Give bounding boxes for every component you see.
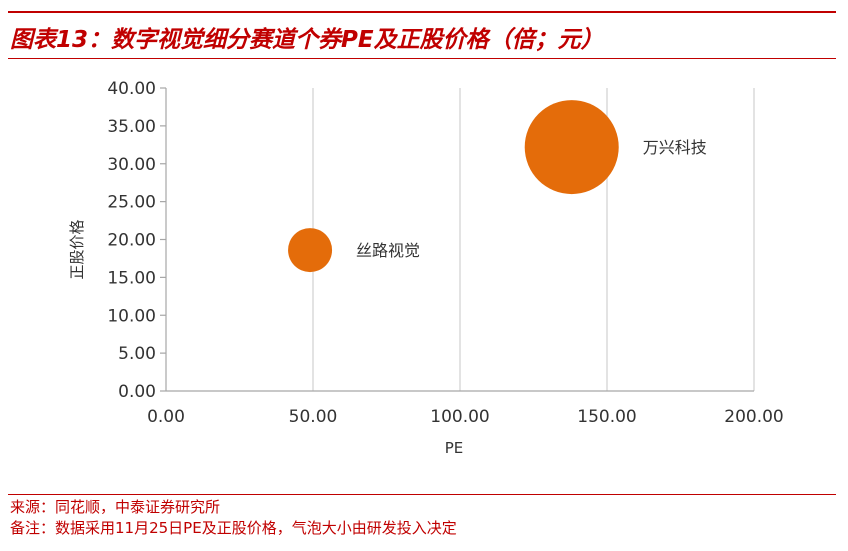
y-tick-label: 10.00: [107, 306, 156, 326]
bubble-label: 丝路视觉: [356, 241, 420, 260]
x-axis-label: PE: [445, 439, 464, 457]
y-tick-label: 15.00: [107, 268, 156, 288]
top-rule: [8, 11, 836, 13]
figure-title: 图表13：数字视觉细分赛道个券PE及正股价格（倍；元）: [10, 27, 604, 53]
y-tick-label: 30.00: [107, 155, 156, 175]
bubble-label: 万兴科技: [643, 138, 707, 157]
axes: [160, 87, 754, 392]
y-tick-label: 20.00: [107, 231, 156, 251]
x-tick-label: 50.00: [289, 407, 338, 427]
x-tick-label: 100.00: [430, 407, 489, 427]
footer-rule: [8, 494, 836, 495]
y-tick-label: 40.00: [107, 79, 156, 99]
bubble-chart: 0.00 50.00 100.00 150.00 200.00 0.00 5.00 10.00…: [68, 79, 784, 457]
x-tick-label: 200.00: [724, 407, 783, 427]
x-tick-label: 150.00: [577, 407, 636, 427]
y-tick-label: 0.00: [118, 382, 156, 402]
bubble-1: [524, 100, 619, 195]
bubble-0: [288, 228, 333, 273]
title-rule: [8, 58, 836, 59]
y-tick-label: 35.00: [107, 117, 156, 137]
y-tick-label: 25.00: [107, 193, 156, 213]
remark-note: 备注：数据采用11月25日PE及正股价格，气泡大小由研发投入决定: [10, 519, 457, 537]
y-tick-label: 5.00: [118, 344, 156, 364]
x-tick-label: 0.00: [147, 407, 185, 427]
tick-labels: 0.00 50.00 100.00 150.00 200.00 0.00 5.00 10.00…: [107, 79, 783, 427]
bubbles: 丝路视觉 万兴科技: [288, 100, 707, 273]
y-axis-label: 正股价格: [68, 219, 86, 279]
source-note: 来源：同花顺，中泰证券研究所: [10, 498, 221, 516]
